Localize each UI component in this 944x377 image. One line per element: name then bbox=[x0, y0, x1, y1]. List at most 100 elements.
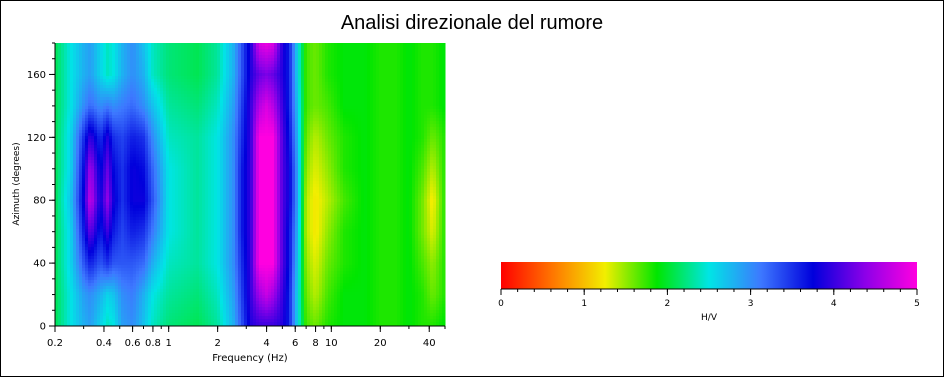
heatmap-cell bbox=[127, 139, 131, 143]
heatmap-cell bbox=[160, 61, 164, 65]
heatmap-cell bbox=[109, 178, 113, 182]
heatmap-cell bbox=[142, 208, 146, 212]
heatmap-cell bbox=[208, 280, 212, 284]
heatmap-cell bbox=[76, 322, 80, 326]
heatmap-cell bbox=[163, 277, 167, 281]
heatmap-cell bbox=[85, 97, 89, 101]
heatmap-cell bbox=[118, 46, 122, 50]
heatmap-cell bbox=[145, 121, 149, 125]
heatmap-cell bbox=[211, 46, 215, 50]
heatmap-cell bbox=[202, 154, 206, 158]
heatmap-cell bbox=[208, 253, 212, 257]
heatmap-cell bbox=[76, 133, 80, 137]
heatmap-cell bbox=[73, 238, 77, 242]
heatmap-cell bbox=[178, 313, 182, 317]
heatmap-cell bbox=[172, 271, 176, 275]
heatmap-cell bbox=[172, 319, 176, 323]
heatmap-cell bbox=[190, 100, 194, 104]
heatmap-cell bbox=[97, 262, 101, 266]
heatmap-cell bbox=[208, 205, 212, 209]
heatmap-cell bbox=[196, 130, 200, 134]
heatmap-cell bbox=[160, 73, 164, 77]
heatmap-cell bbox=[163, 55, 167, 59]
heatmap-cell bbox=[169, 100, 173, 104]
heatmap-cell bbox=[184, 103, 188, 107]
heatmap-cell bbox=[163, 268, 167, 272]
heatmap-cell bbox=[121, 118, 125, 122]
heatmap-cell bbox=[106, 97, 110, 101]
heatmap-cell bbox=[85, 82, 89, 86]
heatmap-cell bbox=[205, 289, 209, 293]
heatmap-cell bbox=[202, 292, 206, 296]
heatmap-cell bbox=[118, 307, 122, 311]
heatmap-cell bbox=[208, 307, 212, 311]
heatmap-cell bbox=[145, 214, 149, 218]
heatmap-cell bbox=[172, 52, 176, 56]
heatmap-cell bbox=[130, 295, 134, 299]
heatmap-cell bbox=[148, 52, 152, 56]
heatmap-cell bbox=[148, 304, 152, 308]
heatmap-cell bbox=[160, 208, 164, 212]
heatmap-cell bbox=[142, 52, 146, 56]
heatmap-cell bbox=[193, 310, 197, 314]
heatmap-cell bbox=[139, 115, 143, 119]
heatmap-cell bbox=[100, 304, 104, 308]
heatmap-cell bbox=[193, 172, 197, 176]
heatmap-cell bbox=[121, 88, 125, 92]
heatmap-cell bbox=[199, 61, 203, 65]
heatmap-cell bbox=[118, 256, 122, 260]
heatmap-cell bbox=[55, 217, 59, 221]
heatmap-cell bbox=[139, 238, 143, 242]
heatmap-cell bbox=[55, 181, 59, 185]
heatmap-cell bbox=[79, 91, 83, 95]
heatmap-cell bbox=[97, 160, 101, 164]
heatmap-cell bbox=[166, 226, 170, 230]
heatmap-cell bbox=[193, 265, 197, 269]
heatmap-cell bbox=[61, 277, 65, 281]
heatmap-cell bbox=[169, 220, 173, 224]
heatmap-cell bbox=[199, 97, 203, 101]
heatmap-cell bbox=[97, 292, 101, 296]
heatmap-cell bbox=[160, 199, 164, 203]
heatmap-cell bbox=[163, 283, 167, 287]
heatmap-cell bbox=[70, 280, 74, 284]
heatmap-cell bbox=[202, 181, 206, 185]
heatmap-cell bbox=[115, 97, 119, 101]
heatmap-cell bbox=[115, 148, 119, 152]
heatmap-cell bbox=[181, 319, 185, 323]
heatmap-cell bbox=[172, 166, 176, 170]
heatmap-cell bbox=[109, 250, 113, 254]
heatmap-cell bbox=[145, 67, 149, 71]
heatmap-cell bbox=[88, 157, 92, 161]
heatmap-cell bbox=[199, 73, 203, 77]
heatmap-cell bbox=[124, 175, 128, 179]
heatmap-cell bbox=[211, 55, 215, 59]
heatmap-cell bbox=[139, 250, 143, 254]
heatmap-cell bbox=[55, 97, 59, 101]
heatmap-cell bbox=[130, 181, 134, 185]
heatmap-cell bbox=[190, 178, 194, 182]
heatmap-cell bbox=[148, 133, 152, 137]
heatmap-cell bbox=[103, 145, 107, 149]
heatmap-cell bbox=[145, 52, 149, 56]
heatmap-cell bbox=[64, 115, 68, 119]
heatmap-cell bbox=[88, 151, 92, 155]
heatmap-cell bbox=[109, 133, 113, 137]
heatmap-cell bbox=[70, 115, 74, 119]
heatmap-cell bbox=[175, 319, 179, 323]
heatmap-cell bbox=[115, 172, 119, 176]
heatmap-cell bbox=[196, 187, 200, 191]
heatmap-cell bbox=[169, 292, 173, 296]
heatmap-cell bbox=[127, 322, 131, 326]
heatmap-cell bbox=[67, 262, 71, 266]
heatmap-cell bbox=[145, 166, 149, 170]
heatmap-cell bbox=[127, 187, 131, 191]
heatmap-cell bbox=[121, 184, 125, 188]
heatmap-cell bbox=[190, 133, 194, 137]
heatmap-cell bbox=[118, 175, 122, 179]
heatmap-cell bbox=[139, 283, 143, 287]
heatmap-cell bbox=[172, 307, 176, 311]
heatmap-cell bbox=[169, 118, 173, 122]
heatmap-cell bbox=[187, 136, 191, 140]
heatmap-cell bbox=[169, 61, 173, 65]
